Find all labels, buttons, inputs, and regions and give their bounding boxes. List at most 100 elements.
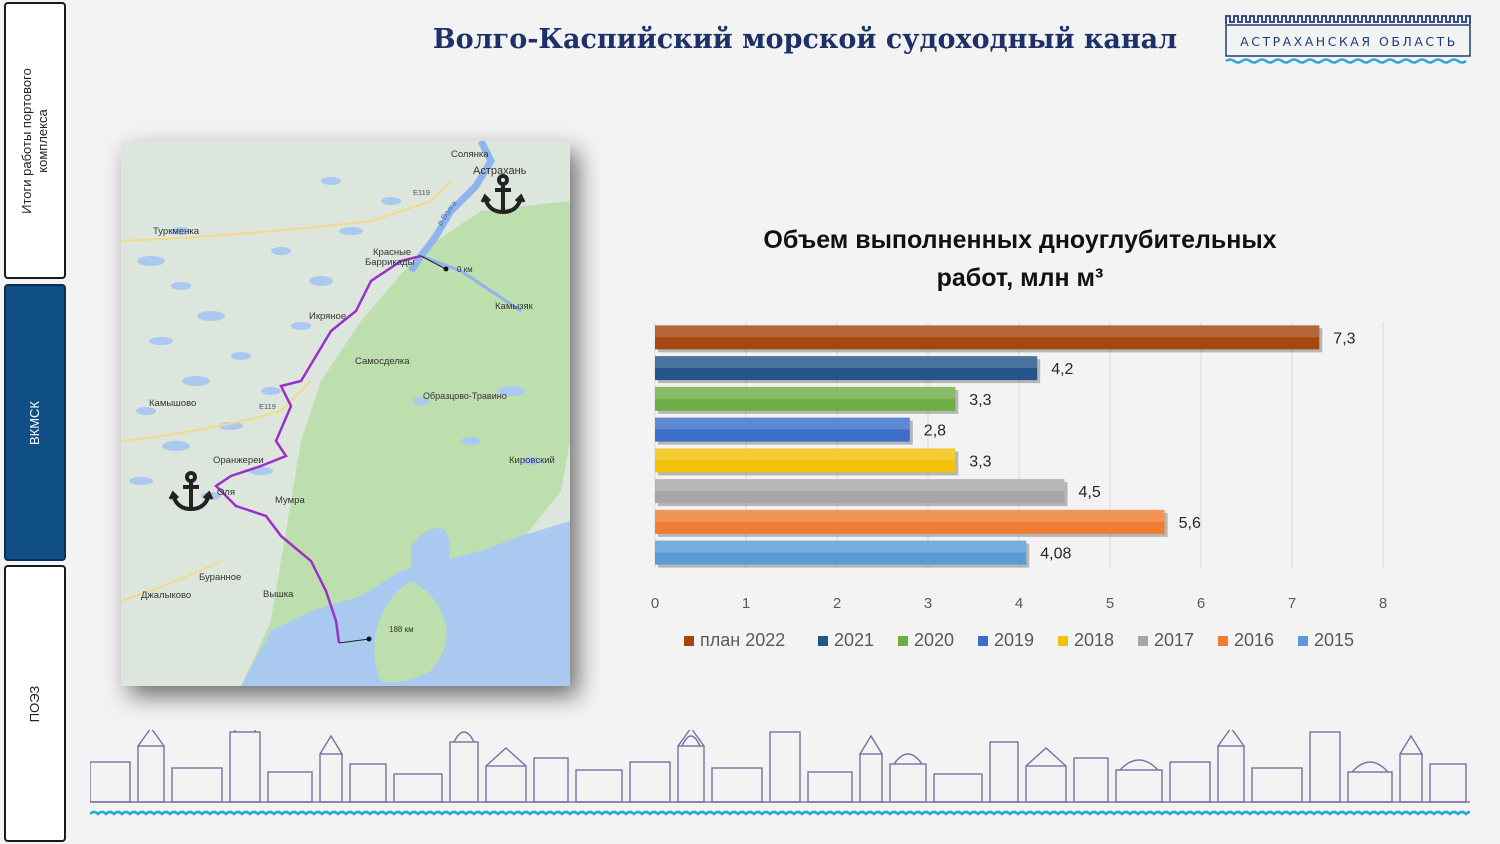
map-label-mumra: Мумра — [275, 495, 305, 506]
anchor-icon — [480, 174, 526, 215]
building-outline — [889, 763, 927, 803]
map-label-turkmenka: Туркменка — [153, 226, 200, 237]
building-roof — [1025, 747, 1067, 767]
map-label-dzhalykovo: Джалыково — [141, 590, 191, 601]
logo-text: АСТРАХАНСКАЯ ОБЛАСТЬ — [1240, 34, 1458, 49]
map-label-barrikady: Баррикады — [365, 257, 415, 268]
legend-swatch — [684, 636, 694, 646]
anchor-icon — [168, 471, 214, 512]
building-outline — [171, 767, 223, 803]
data-label: 4,5 — [1079, 484, 1101, 501]
building-roof — [1399, 734, 1423, 755]
building-outline — [485, 765, 527, 803]
bar — [655, 509, 1165, 534]
building-outline — [933, 773, 983, 803]
bar — [655, 386, 956, 411]
building-roof — [1217, 730, 1245, 747]
bar — [655, 448, 956, 473]
building-outline — [137, 745, 165, 803]
island — [374, 581, 447, 683]
data-label: 7,3 — [1333, 330, 1355, 347]
legend-swatch — [1298, 636, 1308, 646]
bar — [655, 325, 1320, 350]
building-outline — [1115, 769, 1163, 803]
chart-title-line-2: работ, млн м³ — [936, 264, 1104, 292]
bar-highlight — [655, 448, 956, 461]
x-tick-label: 7 — [1288, 595, 1296, 612]
building-outline — [229, 731, 261, 803]
building-outline — [1025, 765, 1067, 803]
map-label-krasnye: Красные — [373, 247, 411, 258]
legend-label: 2017 — [1154, 630, 1194, 650]
region-logo — [1225, 15, 1471, 64]
data-label: 4,2 — [1051, 361, 1073, 378]
legend-swatch — [978, 636, 988, 646]
map-svg: Солянка Астрахань Туркменка Красные Барр… — [121, 141, 570, 686]
building-outline — [859, 753, 883, 803]
bar-highlight — [655, 479, 1065, 492]
sidebar-tab-vkmsk-label: ВКМСК — [27, 400, 42, 445]
building-dome — [681, 735, 701, 747]
data-label: 3,3 — [969, 392, 991, 409]
data-label: 2,8 — [924, 423, 946, 440]
legend-swatch — [818, 636, 828, 646]
building-outline — [267, 771, 313, 803]
bar-highlight — [655, 540, 1027, 553]
map-label-obraztsovo: Образцово-Травино — [423, 391, 507, 401]
building-outline — [1429, 763, 1467, 803]
bar — [655, 540, 1027, 565]
wave-line — [90, 810, 1470, 816]
building-outline — [769, 731, 801, 803]
bar — [655, 417, 910, 442]
legend-label: 2019 — [994, 630, 1034, 650]
bar-highlight — [655, 417, 910, 430]
building-roof — [137, 730, 165, 747]
building-outline — [90, 761, 131, 803]
page-title: Волго-Каспийский морской судоходный кана… — [432, 24, 1178, 55]
building-outline — [319, 753, 343, 803]
lakes — [129, 177, 541, 500]
building-outline — [1399, 753, 1423, 803]
bar-highlight — [655, 509, 1165, 522]
building-roof — [677, 730, 705, 747]
x-tick-label: 6 — [1197, 595, 1205, 612]
chart-title: Объем выполненных дноуглубительных работ… — [700, 221, 1340, 297]
delta-land — [241, 201, 570, 686]
map-label-kamyshovo: Камышово — [149, 398, 196, 409]
sidebar-tab-vkmsk[interactable]: ВКМСК — [4, 284, 66, 561]
building-outline — [1347, 771, 1393, 803]
bar — [655, 356, 1038, 381]
map-label-kamyzyak: Камызяк — [495, 301, 534, 312]
building-outline — [629, 761, 671, 803]
sidebar-tab-port-results-label: Итоги работы портового комплекса — [19, 67, 50, 214]
map-label-vyshka: Вышка — [263, 589, 294, 600]
x-tick-label: 3 — [924, 595, 932, 612]
building-outline — [575, 769, 623, 803]
building-roof — [319, 734, 343, 755]
building-dome — [1351, 761, 1389, 773]
legend-label: 2015 — [1314, 630, 1354, 650]
map-label-solyanka: Солянка — [451, 149, 489, 160]
sidebar-tab-poez[interactable]: ПОЭЗ — [4, 565, 66, 842]
map-label-ikryanoe: Икряное — [309, 311, 346, 322]
map-label-0km: 0 км — [457, 265, 473, 274]
legend-swatch — [1138, 636, 1148, 646]
building-dome — [1119, 759, 1159, 771]
building-outline — [1309, 731, 1341, 803]
data-label: 5,6 — [1179, 515, 1201, 532]
city-skyline — [90, 730, 1470, 816]
bar — [655, 479, 1065, 504]
map-label-buranoe: Буранное — [199, 572, 241, 583]
building-outline — [393, 773, 443, 803]
legend-label: 2018 — [1074, 630, 1114, 650]
x-tick-label: 2 — [833, 595, 841, 612]
legend-swatch — [1218, 636, 1228, 646]
building-outline — [449, 741, 479, 803]
sidebar-tab-port-results[interactable]: Итоги работы портового комплекса — [4, 2, 66, 279]
x-tick-label: 5 — [1106, 595, 1114, 612]
legend-label: план 2022 — [700, 630, 785, 650]
building-dome — [453, 731, 475, 743]
map-label-olya: Оля — [217, 487, 235, 498]
map-label-e119: E119 — [259, 402, 276, 411]
map-label-kirovsky: Кировский — [509, 455, 555, 466]
